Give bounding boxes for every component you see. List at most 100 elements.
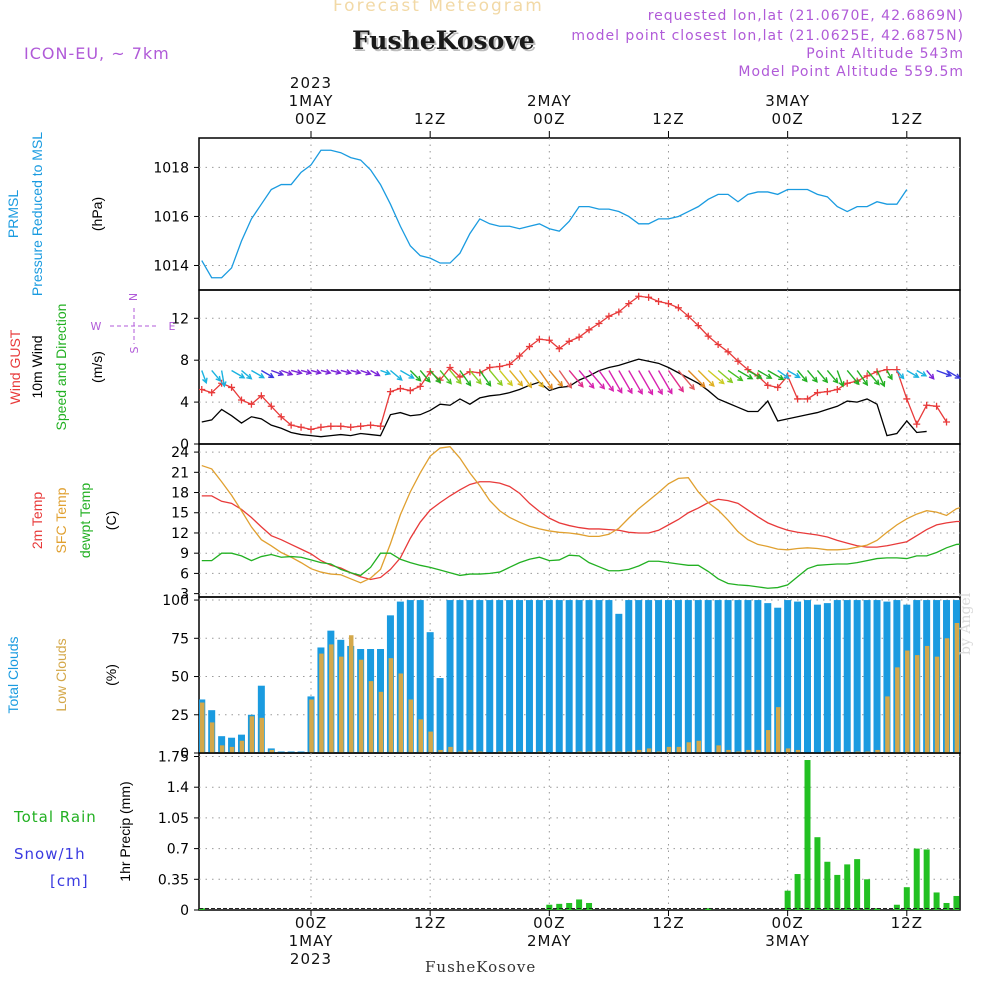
compass-west: W: [91, 320, 102, 333]
y-axis-label: Total Clouds: [5, 636, 21, 713]
gust-marker: [913, 420, 921, 428]
precip-bar: [556, 903, 563, 910]
wind-arrow-head: [887, 374, 893, 381]
total-cloud-bar: [406, 600, 414, 753]
wind-arrow-head: [708, 380, 715, 388]
wind-arrow-head: [920, 371, 928, 377]
gust-marker: [525, 343, 533, 351]
low-cloud-bar: [875, 749, 880, 753]
time-label-top: 2MAY: [527, 92, 572, 110]
gust-marker: [307, 425, 315, 433]
wind-arrow-head: [862, 379, 869, 387]
wind-arrow-head: [485, 380, 492, 387]
gust-marker: [724, 348, 732, 356]
low-cloud-bar: [517, 751, 523, 753]
low-cloud-bar: [249, 716, 255, 753]
low-cloud-bar: [617, 751, 622, 753]
wind-arrow: [370, 369, 380, 377]
wind-arrow-head: [455, 378, 462, 385]
wind-arrow-head: [325, 369, 332, 375]
low-cloud-bar: [329, 644, 334, 753]
gust-marker: [199, 386, 206, 394]
wind-arrow: [846, 370, 860, 385]
gust-marker: [267, 402, 275, 410]
wind-arrow-head: [699, 381, 706, 388]
gust-marker: [347, 423, 355, 431]
wind-arrow: [598, 370, 614, 392]
wind-arrow-head: [408, 373, 415, 379]
gust-marker: [327, 422, 335, 430]
compass-cross: [110, 308, 158, 344]
time-label-bottom: 12Z: [652, 914, 684, 932]
low-cloud-bar: [378, 691, 384, 753]
gust-marker: [833, 386, 841, 394]
wind-arrow-head: [384, 369, 392, 376]
time-label-bottom: 12Z: [891, 914, 923, 932]
low-cloud-bar: [577, 751, 582, 753]
low-cloud-bar: [676, 746, 682, 753]
wind-arrow-head: [507, 380, 514, 387]
total-cloud-bar: [684, 600, 692, 753]
wind-arrow: [310, 369, 321, 374]
low-cloud-bar: [855, 751, 860, 753]
gust-marker: [247, 400, 255, 408]
total-cloud-bar: [883, 601, 891, 753]
gust-marker: [297, 423, 305, 431]
low-cloud-bar: [825, 751, 831, 753]
low-cloud-bar: [438, 749, 443, 753]
precip-bar: [844, 864, 851, 910]
wind-arrow-head: [678, 386, 684, 393]
total-cloud-bar: [555, 600, 563, 753]
time-label-bottom: 3MAY: [765, 932, 810, 950]
precip-bar: [933, 892, 940, 910]
wind-arrow: [251, 369, 265, 379]
wind-arrow-head: [215, 375, 222, 382]
wind-arrow: [667, 370, 684, 392]
low-cloud-bar: [646, 748, 652, 753]
low-cloud-bar: [696, 740, 702, 753]
low-cloud-bar: [607, 751, 612, 753]
low-cloud-bar: [309, 699, 314, 753]
gust-marker: [823, 388, 831, 396]
gust-marker: [684, 312, 692, 320]
y-tick-label: 1016: [153, 209, 189, 225]
total-cloud-bar: [823, 603, 831, 753]
total-cloud-bar: [694, 600, 702, 753]
faded-title: Forecast Meteogram: [333, 0, 544, 16]
low-cloud-bar: [229, 746, 235, 753]
wind-arrow-head: [667, 388, 673, 395]
wind-arrow-head: [415, 375, 422, 382]
gust-marker: [585, 326, 593, 334]
low-cloud-bar: [666, 746, 672, 753]
wind-arrow: [558, 370, 572, 389]
total-cloud-bar: [724, 600, 732, 753]
low-cloud-bar: [795, 749, 801, 753]
requested-coordinates: requested lon,lat (21.0670E, 42.6869N): [647, 8, 964, 24]
low-cloud-bar: [746, 749, 751, 753]
total-cloud-bar: [843, 600, 851, 753]
precip-bar: [923, 849, 930, 910]
wind-arrow-head: [202, 377, 208, 385]
low-cloud-bar: [736, 751, 741, 753]
gust-marker: [664, 300, 672, 308]
low-cloud-bar: [914, 655, 920, 753]
wind-arrow: [201, 370, 207, 383]
wind-arrow-head: [718, 378, 725, 385]
low-cloud-bar: [726, 749, 731, 753]
low-cloud-bar: [686, 742, 692, 753]
gust-marker: [674, 304, 682, 312]
wind-arrow: [727, 369, 743, 382]
wind-arrow: [856, 370, 868, 386]
wind-arrow: [300, 369, 312, 374]
rain-legend: Total Rain: [14, 808, 97, 826]
wind-arrow-head: [566, 382, 573, 389]
snow-legend: Snow/1h: [14, 845, 86, 863]
low-cloud-bar: [319, 653, 324, 753]
gust-marker: [923, 401, 931, 409]
low-cloud-bar: [984, 618, 989, 753]
total-cloud-bar: [784, 600, 792, 753]
time-label-top: 12Z: [652, 110, 684, 128]
wind-arrow-head: [424, 376, 431, 383]
wind-arrow: [538, 370, 553, 390]
y-tick-label: 9: [180, 546, 189, 562]
